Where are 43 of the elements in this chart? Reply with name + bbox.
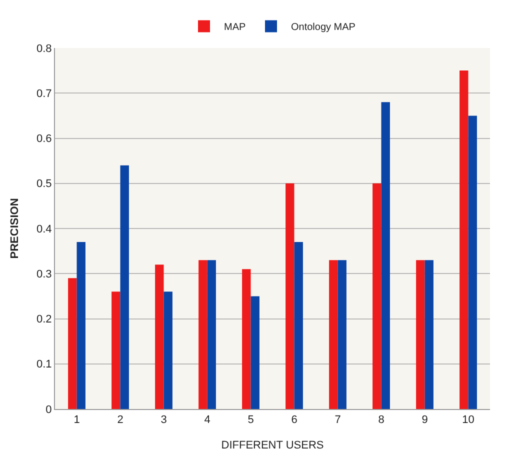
bar	[112, 292, 120, 409]
y-tick-label: 0.4	[36, 223, 52, 236]
x-tick-label: 9	[422, 414, 428, 426]
bar	[372, 183, 382, 409]
x-axis-title: DIFFERENT USERS	[221, 439, 324, 452]
bar	[424, 260, 434, 409]
x-tick-label: 8	[378, 414, 384, 426]
y-tick-label: 0	[46, 404, 52, 416]
y-tick-label: 0.5	[36, 178, 52, 190]
legend-label: MAP	[224, 22, 246, 34]
bar	[250, 296, 260, 409]
bar	[76, 242, 86, 409]
y-tick-label: 0.6	[36, 133, 52, 146]
legend-label: Ontology MAP	[291, 22, 356, 34]
bar	[381, 102, 390, 409]
bar	[416, 260, 425, 409]
bar	[120, 165, 129, 409]
x-tick-label: 3	[160, 414, 167, 426]
y-tick-label: 0.3	[36, 268, 52, 280]
bar	[155, 264, 164, 409]
bar	[460, 70, 468, 409]
y-tick-label: 0.1	[36, 358, 52, 371]
bar	[294, 242, 303, 409]
x-tick-label: 6	[291, 414, 298, 426]
bar	[164, 292, 172, 409]
bar	[198, 260, 208, 409]
x-tick-label: 2	[117, 414, 124, 426]
x-tick-label: 5	[248, 414, 254, 426]
x-tick-label: 1	[74, 414, 80, 426]
y-tick-label: 0.2	[36, 314, 52, 326]
bar	[468, 116, 477, 409]
bar	[329, 260, 338, 409]
y-tick-label: 0.8	[36, 42, 52, 55]
x-tick-label: 4	[204, 414, 210, 426]
bar	[338, 260, 346, 409]
x-tick-label: 10	[462, 414, 474, 426]
bar	[207, 260, 216, 409]
bar	[68, 278, 77, 409]
bar	[242, 269, 251, 409]
y-axis-title: PRECISION	[9, 198, 22, 259]
x-tick-label: 7	[334, 414, 341, 426]
y-tick-label: 0.7	[36, 88, 52, 100]
bar	[286, 183, 294, 409]
